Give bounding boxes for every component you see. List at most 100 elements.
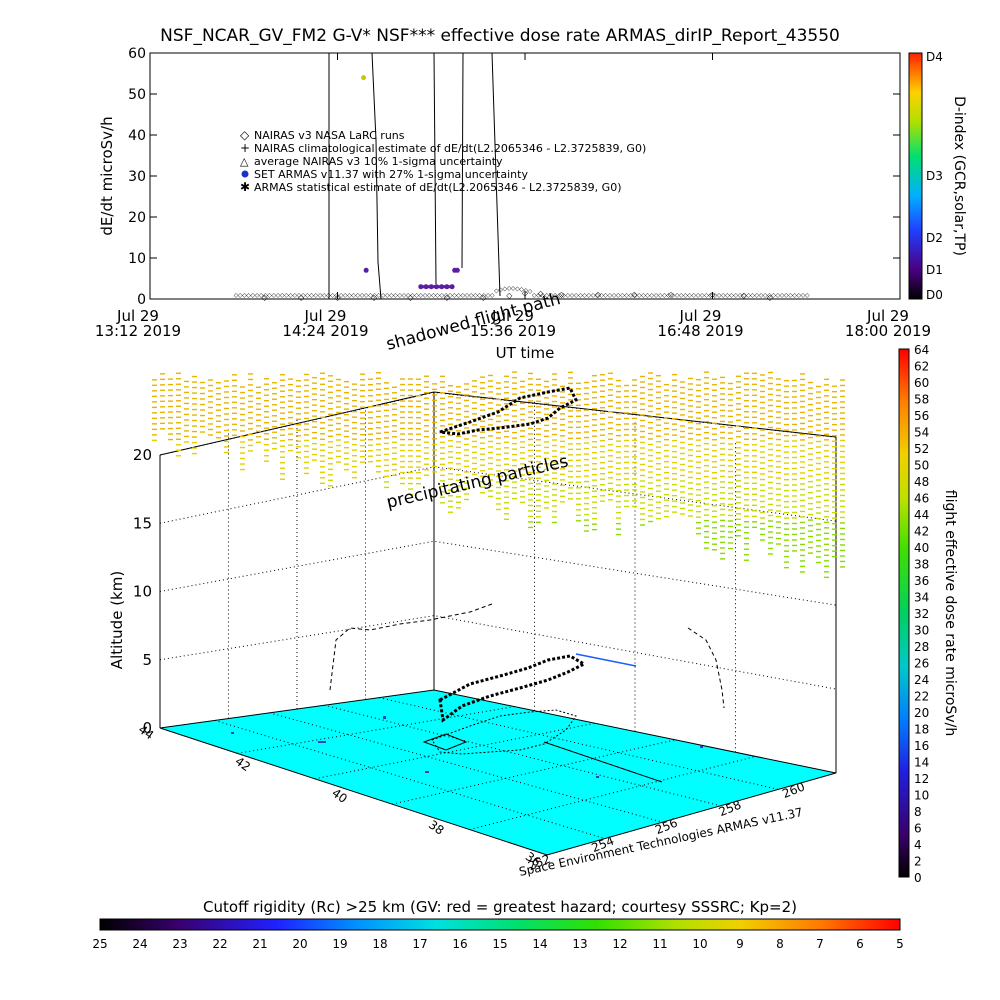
cutoff-rigidity-tick-label: 20 [292,937,307,951]
nairas-marker: ◇ [376,292,381,299]
nairas-run-point: ◇ [334,293,341,302]
nairas-marker: ◇ [637,292,642,299]
dose-rate-tick-label: 40 [914,541,929,555]
nairas-marker: ◇ [423,292,428,299]
nairas-marker: ◇ [448,292,453,299]
cutoff-rigidity-tick-label: 25 [92,937,107,951]
trace-line [461,52,464,269]
nairas-marker: ◇ [490,292,495,299]
nairas-marker: ◇ [515,285,520,292]
legend-marker-triangle: △ [240,155,249,168]
nairas-run-point: ◇ [506,291,513,300]
nairas-marker: ◇ [477,292,482,299]
nairas-marker: ◇ [607,292,612,299]
nairas-marker: ◇ [452,292,457,299]
nairas-marker: ◇ [565,292,570,299]
nairas-marker: ◇ [301,292,306,299]
nairas-run-point: ◇ [709,290,716,299]
nairas-marker: ◇ [700,292,705,299]
nairas-marker: ◇ [473,292,478,299]
nairas-run-point: ◇ [595,290,602,299]
nairas-marker: ◇ [586,292,591,299]
x-tick-label-time: 14:24 2019 [282,322,368,340]
dose-rate-tick-label: 16 [914,739,929,753]
ground-speck [383,716,386,719]
cutoff-rigidity-tick-label: 5 [896,937,904,951]
dose-rate-tick-label: 52 [914,442,929,456]
nairas-marker: ◇ [292,292,297,299]
nairas-run-point: ◇ [298,293,305,302]
nairas-marker: ◇ [708,292,713,299]
nairas-marker: ◇ [284,292,289,299]
nairas-marker: ◇ [246,292,251,299]
dose-rate-tick-label: 46 [914,492,929,506]
nairas-marker: ◇ [691,292,696,299]
nairas-run-point: ◇ [767,293,774,302]
nairas-marker: ◇ [582,292,587,299]
nairas-marker: ◇ [683,292,688,299]
legend-entry-nairas-uncertainty: average NAIRAS v3 10% 1-sigma uncertaint… [254,155,503,168]
nairas-marker: ◇ [771,292,776,299]
nairas-marker: ◇ [687,292,692,299]
dose-rate-tick-label: 26 [914,657,929,671]
cutoff-rigidity-ticks: 25 24 23 22 21 20 19 18 17 16 15 14 13 12 11 10 9 8 7 6 5 [92,937,903,951]
ground-speck [425,771,429,773]
nairas-marker: ◇ [675,292,680,299]
nairas-marker: ◇ [511,285,516,292]
ground-speck [231,732,234,734]
legend-entry-nairas-climatological: NAIRAS climatological estimate of dE/dt(… [254,142,646,155]
nairas-marker: ◇ [385,292,390,299]
nairas-run-point: ◇ [444,293,451,302]
dose-rate-tick-label: 18 [914,723,929,737]
nairas-marker: ◇ [595,292,600,299]
x-tick-label-date: Jul 29 [491,307,534,325]
nairas-run-point: ◇ [407,293,414,302]
nairas-marker: ◇ [666,292,671,299]
nairas-marker: ◇ [633,292,638,299]
dose-rate-tick-label: 20 [914,706,929,720]
y-tick-label: 30 [128,169,146,185]
nairas-marker: ◇ [557,292,562,299]
flight-paths [329,386,725,783]
nairas-marker: ◇ [507,285,512,292]
trace-line [371,52,382,300]
nairas-marker: ◇ [792,292,797,299]
nairas-marker: ◇ [267,292,272,299]
high-altitude-flight-track [439,386,579,436]
nairas-marker: ◇ [250,292,255,299]
top-data-series: ◇ ◇ ◇ ◇ ◇ ◇ ◇ ◇ ◇ ◇ ◇ ◇ ◇ ◇ ◇ ◇ ◇ ◇ ◇ ◇ ◇ ◇ ◇ ◇ ◇ ◇ ◇ ◇ ◇ ◇ ◇ ◇ ◇ ◇ ◇ ◇ ◇ ◇ ◇ ◇… [234,75,810,302]
nairas-marker: ◇ [309,292,314,299]
ground-specks [231,716,703,778]
nairas-marker: ◇ [263,292,268,299]
nairas-marker: ◇ [355,292,360,299]
nairas-marker: ◇ [397,292,402,299]
nairas-marker: ◇ [238,292,243,299]
dose-rate-tick-label: 32 [914,607,929,621]
altitude-axis: 0 5 10 15 20 [133,446,152,737]
nairas-marker: ◇ [649,292,654,299]
nairas-marker: ◇ [418,292,423,299]
ground-grid-line [392,739,676,805]
dose-rate-tick-label: 0 [914,871,922,885]
nairas-marker: ◇ [523,287,528,294]
dose-rate-tick-label: 10 [914,789,929,803]
nairas-marker: ◇ [456,292,461,299]
ground-marker [422,733,468,751]
dindex-tick-d2: D2 [926,231,943,245]
latitude-tick-label: 44 [136,722,157,742]
dose-rate-tick-label: 4 [914,838,922,852]
nairas-marker: ◇ [536,292,541,299]
nairas-marker: ◇ [628,292,633,299]
cutoff-rigidity-tick-label: 21 [252,937,267,951]
nairas-marker: ◇ [439,292,444,299]
dindex-label: D-index (GCR,solar,TP) [951,96,967,256]
y-tick-label: 20 [128,210,146,226]
dose-rate-tick-label: 54 [914,426,929,440]
nairas-marker: ◇ [544,292,549,299]
nairas-marker: ◇ [276,292,281,299]
nairas-marker: ◇ [696,292,701,299]
dose-rate-tick-label: 34 [914,591,929,605]
x-tick-label-time: 15:36 2019 [470,322,556,340]
